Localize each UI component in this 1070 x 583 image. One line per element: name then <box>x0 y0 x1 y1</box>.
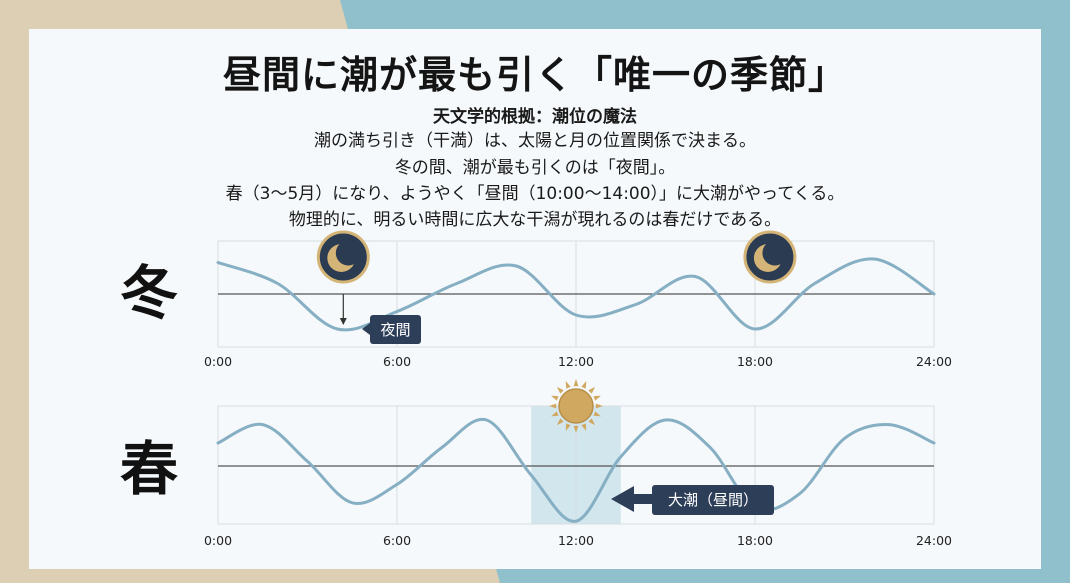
sun-icon <box>549 379 603 433</box>
x-tick-label: 18:00 <box>737 533 773 548</box>
x-tick-label: 6:00 <box>383 533 411 548</box>
x-tick-label: 12:00 <box>558 354 594 369</box>
body-line-1: 潮の満ち引き（干満）は、太陽と月の位置関係で決まる。 <box>314 131 756 151</box>
season-label-winter: 冬 <box>120 259 179 327</box>
callout-spring-tide: 大潮（昼間） <box>611 485 774 515</box>
annotation-arrowhead <box>611 486 634 512</box>
body-line-3: 春（3〜5月）になり、ようやく「昼間（10:00〜14:00）」に大潮がやってく… <box>225 184 845 204</box>
callout-night: 夜間 <box>362 315 421 344</box>
x-tick-label: 18:00 <box>737 354 773 369</box>
callout-label: 大潮（昼間） <box>668 491 758 509</box>
annotation-arrowhead <box>339 318 347 325</box>
moon-icon <box>743 230 797 284</box>
subtitle: 天文学的根拠：潮位の魔法 <box>433 107 637 127</box>
tide-wave-winter <box>216 257 936 332</box>
x-tick-label: 0:00 <box>204 533 232 548</box>
callout-label: 夜間 <box>380 321 410 339</box>
moon-icon <box>316 230 370 284</box>
season-label-spring: 春 <box>120 435 179 503</box>
x-tick-label: 6:00 <box>383 354 411 369</box>
x-tick-label: 12:00 <box>558 533 594 548</box>
page-title: 昼間に潮が最も引く「唯一の季節」 <box>222 52 847 97</box>
body-line-2: 冬の間、潮が最も引くのは「夜間」。 <box>394 158 676 178</box>
x-tick-label: 0:00 <box>204 354 232 369</box>
tide-wave-spring <box>216 417 936 523</box>
x-tick-label: 24:00 <box>916 354 952 369</box>
body-line-4: 物理的に、明るい時間に広大な干潟が現れるのは春だけである。 <box>288 210 782 230</box>
x-tick-label: 24:00 <box>916 533 952 548</box>
